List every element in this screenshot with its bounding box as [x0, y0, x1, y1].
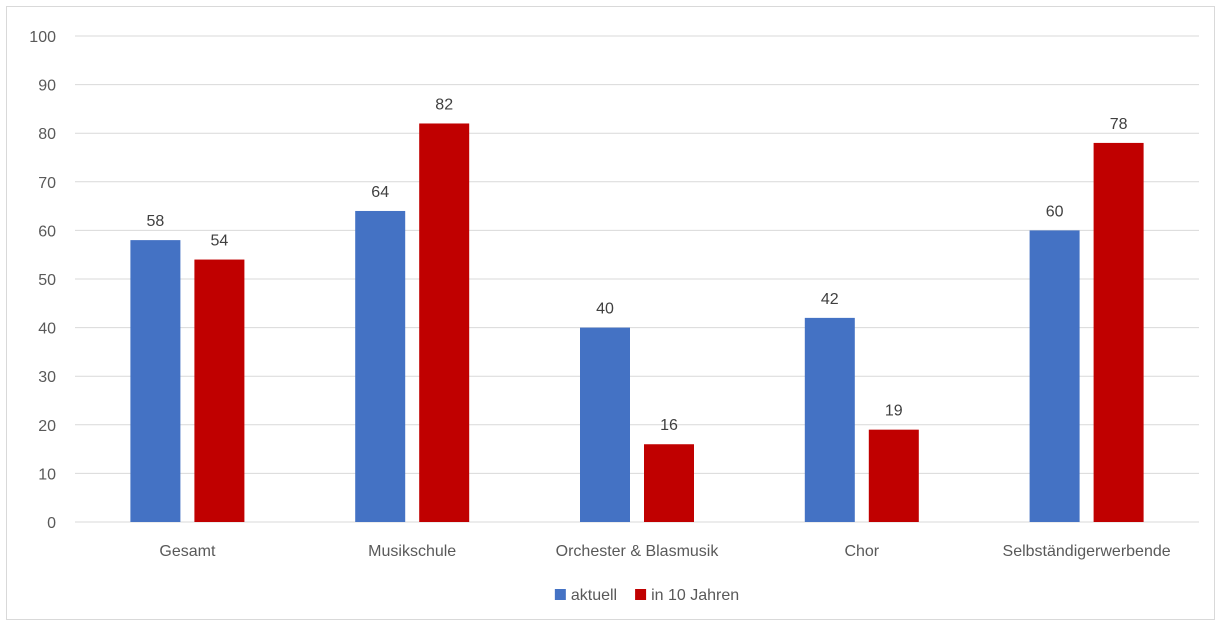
y-tick-label: 60 [38, 223, 56, 240]
legend: aktuell in 10 Jahren [554, 587, 739, 604]
data-label: 82 [435, 96, 453, 113]
y-tick-label: 40 [38, 321, 56, 338]
data-label: 58 [147, 213, 165, 230]
bar-aktuell [1029, 230, 1080, 522]
y-tick-label: 0 [47, 515, 56, 532]
y-tick-label: 70 [38, 175, 56, 192]
legend-swatch [635, 589, 647, 600]
bar-aktuell [580, 327, 630, 522]
bar-in-10-jahren [868, 429, 919, 522]
y-tick-label: 90 [38, 78, 56, 95]
bars [130, 123, 1144, 523]
y-tick-label: 20 [38, 418, 56, 435]
bar-in-10-jahren [1093, 142, 1144, 523]
data-label: 42 [821, 291, 839, 308]
y-tick-label: 50 [38, 272, 56, 289]
y-tick-label: 100 [29, 29, 56, 46]
data-label: 78 [1110, 116, 1128, 133]
data-label: 19 [885, 403, 903, 420]
legend-label: in 10 Jahren [651, 587, 739, 604]
data-labels: 58 54 64 82 40 16 42 19 60 78 [147, 96, 1128, 434]
data-label: 54 [211, 233, 229, 250]
bar-aktuell [804, 317, 855, 522]
x-tick-label: Musikschule [368, 543, 456, 560]
bar-aktuell [130, 240, 181, 522]
x-tick-label: Selbständigerwerbende [1003, 543, 1171, 560]
bar-in-10-jahren [194, 259, 245, 522]
x-tick-label: Chor [844, 543, 879, 560]
data-label: 16 [660, 417, 678, 434]
x-tick-label: Gesamt [159, 543, 216, 560]
x-axis-tick-labels: Gesamt Musikschule Orchester & Blasmusik Ch… [159, 543, 1170, 560]
gridlines [75, 35, 1199, 523]
data-label: 40 [596, 301, 614, 318]
data-label: 64 [371, 184, 389, 201]
legend-label: aktuell [571, 587, 617, 604]
bar-aktuell [355, 210, 406, 522]
y-tick-label: 10 [38, 466, 56, 483]
data-label: 60 [1046, 203, 1064, 220]
y-tick-label: 80 [38, 126, 56, 143]
bar-in-10-jahren [644, 444, 694, 522]
y-tick-label: 30 [38, 369, 56, 386]
legend-swatch [554, 589, 566, 600]
x-tick-label: Orchester & Blasmusik [556, 543, 720, 560]
bar-in-10-jahren [419, 123, 470, 522]
y-axis-tick-labels: 0 10 20 30 40 50 60 70 80 90 100 [29, 29, 56, 532]
